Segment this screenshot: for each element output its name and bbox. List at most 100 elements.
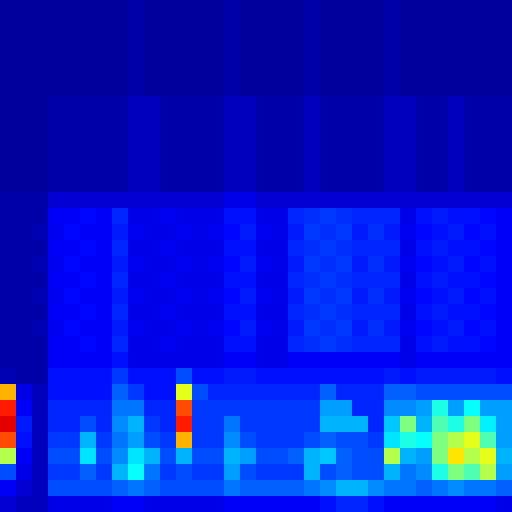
- heatmap-cell: [416, 192, 433, 209]
- heatmap-cell: [432, 496, 449, 512]
- heatmap-cell: [256, 432, 273, 449]
- heatmap-cell: [464, 96, 481, 113]
- heatmap-cell: [64, 80, 81, 97]
- heatmap-cell: [144, 80, 161, 97]
- heatmap-cell: [448, 176, 465, 193]
- heatmap-cell: [80, 96, 97, 113]
- heatmap-cell: [448, 432, 465, 449]
- heatmap-cell: [384, 80, 401, 97]
- heatmap-cell: [128, 448, 145, 465]
- heatmap-cell: [304, 224, 321, 241]
- heatmap-cell: [256, 48, 273, 65]
- heatmap-cell: [160, 176, 177, 193]
- heatmap-cell: [400, 368, 417, 385]
- heatmap-cell: [272, 240, 289, 257]
- heatmap-cell: [160, 368, 177, 385]
- heatmap-cell: [64, 256, 81, 273]
- heatmap-cell: [192, 224, 209, 241]
- heatmap-cell: [0, 256, 17, 273]
- heatmap-cell: [480, 96, 497, 113]
- heatmap-cell: [144, 496, 161, 512]
- heatmap-cell: [192, 448, 209, 465]
- heatmap-cell: [128, 80, 145, 97]
- heatmap-cell: [480, 480, 497, 497]
- heatmap-cell: [80, 448, 97, 465]
- heatmap-cell: [160, 400, 177, 417]
- heatmap-cell: [224, 16, 241, 33]
- heatmap-cell: [464, 256, 481, 273]
- heatmap-cell: [384, 64, 401, 81]
- heatmap-cell: [32, 448, 49, 465]
- heatmap-cell: [160, 384, 177, 401]
- heatmap-cell: [496, 384, 512, 401]
- heatmap-cell: [176, 480, 193, 497]
- heatmap-cell: [240, 416, 257, 433]
- heatmap-cell: [224, 192, 241, 209]
- heatmap-cell: [448, 256, 465, 273]
- heatmap-cell: [352, 160, 369, 177]
- heatmap-cell: [352, 256, 369, 273]
- heatmap-cell: [256, 480, 273, 497]
- heatmap-cell: [384, 400, 401, 417]
- heatmap-cell: [192, 16, 209, 33]
- heatmap-cell: [336, 112, 353, 129]
- heatmap-cell: [192, 400, 209, 417]
- heatmap-cell: [144, 160, 161, 177]
- heatmap-cell: [400, 496, 417, 512]
- heatmap-cell: [32, 368, 49, 385]
- heatmap-cell: [400, 224, 417, 241]
- heatmap-cell: [16, 16, 33, 33]
- heatmap-cell: [112, 176, 129, 193]
- heatmap-cell: [288, 128, 305, 145]
- heatmap-cell: [192, 0, 209, 17]
- heatmap-cell: [80, 208, 97, 225]
- heatmap-cell: [16, 464, 33, 481]
- heatmap-cell: [208, 400, 225, 417]
- heatmap-cell: [336, 80, 353, 97]
- heatmap-cell: [320, 128, 337, 145]
- heatmap-cell: [96, 256, 113, 273]
- heatmap-cell: [96, 384, 113, 401]
- heatmap-cell: [160, 432, 177, 449]
- heatmap-cell: [208, 112, 225, 129]
- heatmap-cell: [464, 464, 481, 481]
- heatmap-cell: [64, 0, 81, 17]
- heatmap-cell: [272, 352, 289, 369]
- heatmap-cell: [16, 32, 33, 49]
- heatmap-cell: [64, 272, 81, 289]
- heatmap-cell: [32, 144, 49, 161]
- heatmap-cell: [384, 176, 401, 193]
- heatmap-cell: [96, 288, 113, 305]
- heatmap-cell: [256, 112, 273, 129]
- heatmap-cell: [256, 320, 273, 337]
- heatmap-cell: [272, 416, 289, 433]
- heatmap-cell: [96, 96, 113, 113]
- heatmap-cell: [32, 112, 49, 129]
- heatmap-cell: [320, 144, 337, 161]
- heatmap-cell: [64, 416, 81, 433]
- heatmap-cell: [368, 224, 385, 241]
- heatmap-cell: [272, 224, 289, 241]
- heatmap-cell: [128, 112, 145, 129]
- heatmap-cell: [192, 64, 209, 81]
- heatmap-cell: [208, 384, 225, 401]
- heatmap-cell: [112, 272, 129, 289]
- heatmap-cell: [304, 368, 321, 385]
- heatmap-cell: [304, 0, 321, 17]
- heatmap-cell: [160, 208, 177, 225]
- heatmap-cell: [96, 112, 113, 129]
- heatmap-cell: [208, 432, 225, 449]
- heatmap-cell: [112, 192, 129, 209]
- heatmap-cell: [272, 96, 289, 113]
- heatmap-cell: [144, 352, 161, 369]
- heatmap-cell: [368, 160, 385, 177]
- heatmap-cell: [384, 336, 401, 353]
- heatmap-cell: [16, 288, 33, 305]
- heatmap-cell: [352, 144, 369, 161]
- heatmap-cell: [448, 288, 465, 305]
- heatmap-cell: [224, 400, 241, 417]
- heatmap-cell: [144, 256, 161, 273]
- heatmap-cell: [336, 448, 353, 465]
- heatmap-cell: [464, 64, 481, 81]
- heatmap-cell: [0, 304, 17, 321]
